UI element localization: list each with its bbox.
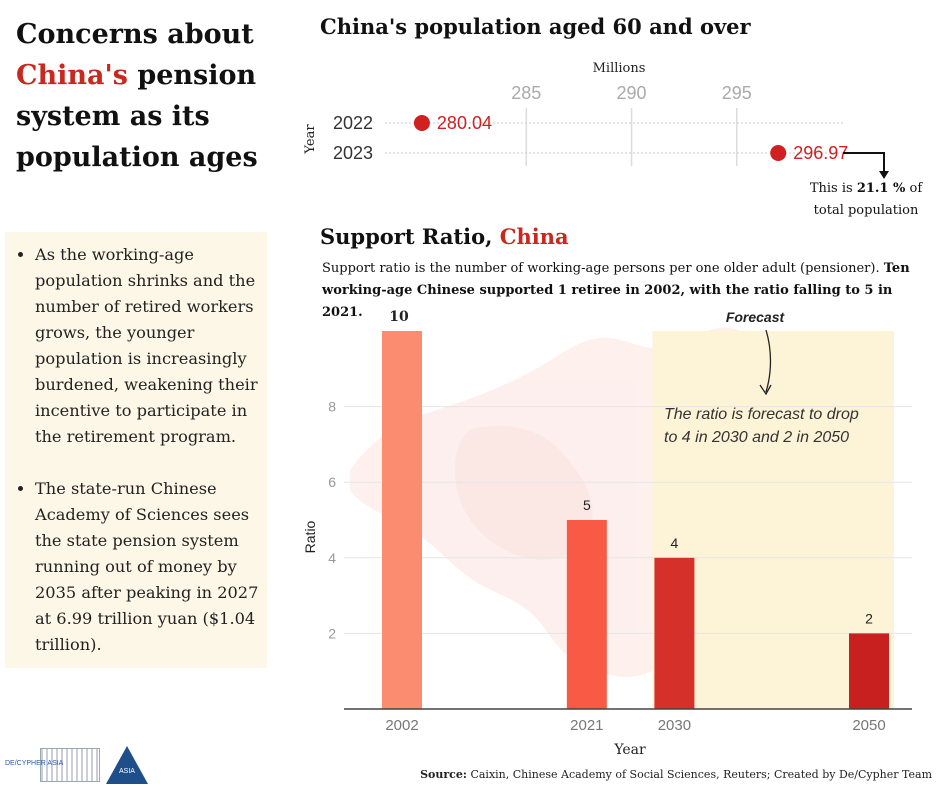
- support-title-prefix: Support Ratio,: [320, 224, 500, 249]
- population-chart: 285 290 295 Millions Year 2022 280.04 2023 29…: [303, 61, 889, 179]
- bar-x-tick: 2050: [852, 717, 885, 734]
- support-ratio-description: Support ratio is the number of working-a…: [322, 258, 937, 324]
- headline-line2: China's pension: [16, 55, 296, 96]
- bar-x-tick: 2030: [658, 717, 691, 734]
- bar-2050: [849, 633, 889, 709]
- support-desc-plain: Support ratio is the number of working-a…: [322, 261, 884, 276]
- forecast-arrow: [765, 329, 772, 393]
- bar-x-tick: 2002: [385, 717, 418, 734]
- bar-value-label: 10: [389, 309, 409, 325]
- bar-y-tick: 4: [328, 550, 336, 566]
- note-item-2: The state-run Chinese Academy of Science…: [35, 476, 259, 658]
- asia-badge-text: ASIA: [119, 768, 135, 775]
- bar-y-tick: 6: [328, 474, 336, 490]
- support-title-highlight: China: [499, 224, 569, 249]
- bar-y-tick: 2: [328, 625, 336, 641]
- notes-list: As the working-age population shrinks an…: [13, 242, 259, 658]
- population-year-label: 2022: [333, 113, 373, 133]
- bar-y-tick-labels: 2 4 6 8: [328, 399, 336, 642]
- headline-line3: system as its: [16, 101, 210, 132]
- note-prefix: This is: [809, 181, 857, 196]
- decypher-logo: DE/CYPHER ASIA: [5, 748, 100, 784]
- population-value-label: 280.04: [437, 113, 492, 133]
- note-suffix: of: [905, 181, 923, 196]
- population-callout-arrow: [843, 152, 889, 179]
- population-tick-labels: 285 290 295: [511, 83, 752, 103]
- population-tick-label: 295: [722, 83, 752, 103]
- notes-panel: As the working-age population shrinks an…: [5, 232, 267, 668]
- population-dot: [413, 115, 430, 131]
- population-dot: [770, 145, 787, 161]
- bar-x-tick-labels: 2002 2021 2030 2050: [385, 717, 885, 734]
- support-ratio-title: Support Ratio, China: [320, 224, 569, 249]
- population-axis-label: Millions: [593, 61, 646, 76]
- headline-line4: population ages: [16, 142, 258, 173]
- note-item-1: As the working-age population shrinks an…: [35, 242, 259, 450]
- population-rows: 2022 280.04 2023 296.97: [333, 113, 848, 163]
- population-year-label: 2023: [333, 143, 373, 163]
- bar-2021: [566, 520, 607, 709]
- population-chart-title: China's population aged 60 and over: [320, 14, 751, 39]
- asia-badge-logo: [106, 746, 148, 784]
- bar-value-label: 4: [671, 535, 679, 551]
- population-value-label: 296.97: [793, 143, 848, 163]
- source-label: Source:: [420, 768, 467, 781]
- bar-2002: [382, 331, 422, 709]
- bar-y-axis-label: Ratio: [302, 520, 318, 553]
- bar-value-label: 2: [865, 610, 873, 626]
- decypher-logo-text: DE/CYPHER ASIA: [5, 760, 64, 767]
- headline-highlight: China's: [16, 60, 128, 91]
- bar-x-axis-label: Year: [613, 742, 646, 758]
- forecast-arrowhead: [759, 384, 772, 396]
- forecast-annotation-line2: to 4 in 2030 and 2 in 2050: [664, 429, 849, 446]
- population-gridlines: [525, 108, 738, 166]
- population-tick-label: 290: [617, 83, 647, 103]
- headline-line1: Concerns about: [16, 19, 254, 50]
- support-desc-bold: Ten working-age Chinese supported 1 reti…: [322, 261, 910, 320]
- bar-gridlines: [344, 406, 912, 634]
- population-tick-label: 285: [511, 83, 541, 103]
- note-value: 21.1 %: [856, 181, 906, 196]
- source-line: Source: Caixin, Chinese Academy of Socia…: [420, 768, 932, 781]
- headline: Concerns about China's pension system as…: [16, 14, 296, 178]
- forecast-annotation-line1: The ratio is forecast to drop: [664, 406, 859, 423]
- bars: 10 5 4 2: [382, 309, 889, 709]
- bar-y-tick: 8: [328, 399, 336, 415]
- source-text: Caixin, Chinese Academy of Social Scienc…: [466, 768, 932, 781]
- note-line2: total population: [813, 203, 919, 218]
- population-y-axis-label: Year: [303, 124, 318, 155]
- bar-value-label: 5: [583, 497, 591, 513]
- bar-2030: [654, 557, 695, 709]
- forecast-label: Forecast: [726, 309, 786, 325]
- population-share-note: This is 21.1 % of total population: [800, 178, 932, 222]
- bar-x-tick: 2021: [570, 717, 603, 734]
- headline-rest: pension: [127, 60, 257, 91]
